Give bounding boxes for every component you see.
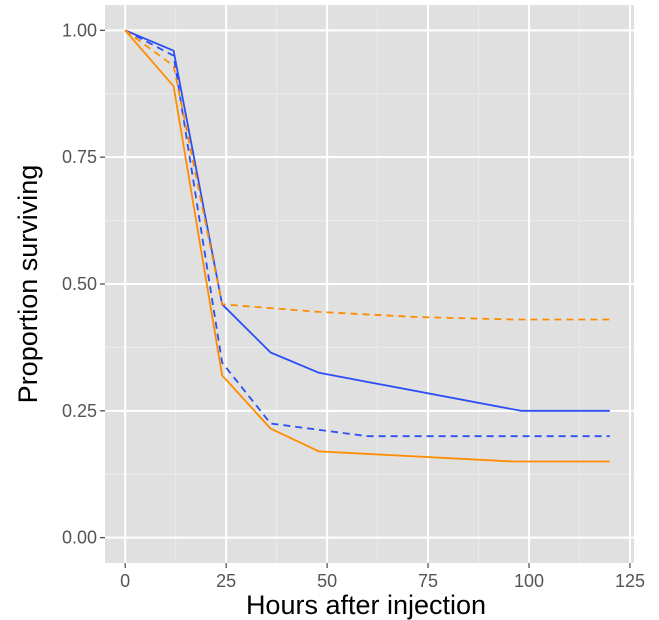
y-tick-label: 0.25 [62, 401, 97, 421]
y-tick-label: 0.75 [62, 147, 97, 167]
x-tick-label: 0 [120, 571, 130, 591]
gridlines [105, 5, 634, 563]
x-axis-ticks: 0 25 50 75 100 125 [120, 563, 645, 591]
series-line-1 [124, 29, 610, 412]
x-tick-label: 25 [216, 571, 236, 591]
x-axis-title: Hours after injection [246, 590, 486, 620]
y-axis-title: Proportion surviving [13, 165, 43, 404]
y-tick-label: 0.50 [62, 274, 97, 294]
series-line-3 [124, 29, 610, 463]
series-group [124, 29, 610, 463]
x-tick-label: 75 [418, 571, 438, 591]
series-line-4 [124, 29, 610, 321]
series-line-2 [124, 29, 610, 438]
y-tick-label: 1.00 [62, 20, 97, 40]
x-tick-label: 100 [514, 571, 544, 591]
y-axis-ticks: 0.00 0.25 0.50 0.75 1.00 [62, 20, 105, 548]
y-tick-label: 0.00 [62, 528, 97, 548]
x-tick-label: 125 [615, 571, 645, 591]
x-tick-label: 50 [317, 571, 337, 591]
